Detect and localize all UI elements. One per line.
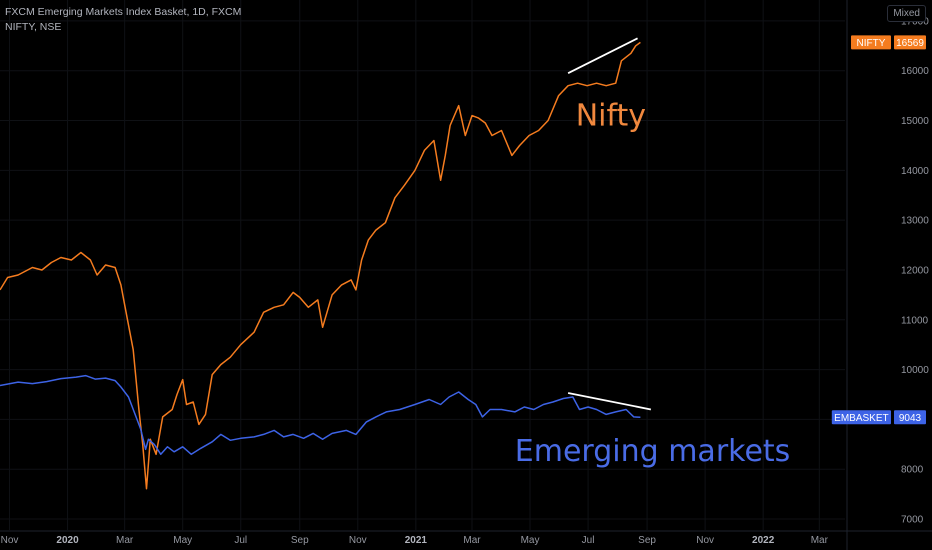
series-layer <box>0 41 641 490</box>
x-tick-label: Mar <box>116 535 134 546</box>
price-tag-value: 16569 <box>896 38 924 49</box>
emerging-markets-annotation[interactable]: Emerging markets <box>515 434 791 469</box>
y-tick-label: 13000 <box>901 216 929 227</box>
price-tag-name: NIFTY <box>857 38 886 49</box>
trendline-layer <box>567 37 652 411</box>
price-tag-embasket: EMBASKET 9043 <box>831 410 926 425</box>
series-line-embasket <box>0 374 641 456</box>
x-tick-label: Mar <box>463 535 481 546</box>
price-tag-name-bg <box>831 410 891 425</box>
x-tick-label: Sep <box>291 535 309 546</box>
chart-title: FXCM Emerging Markets Index Basket, 1D, … <box>5 6 242 18</box>
series-line-nifty <box>0 41 641 490</box>
x-tick-label: Nov <box>696 535 714 546</box>
y-tick-label: 14000 <box>901 166 929 177</box>
embasket-trendline[interactable] <box>567 392 652 411</box>
price-tag-name-bg <box>851 35 891 50</box>
x-tick-label: May <box>173 535 192 546</box>
y-tick-label: 12000 <box>901 265 929 276</box>
chart-subtitle: NIFTY, NSE <box>5 21 62 33</box>
y-tick-label: 8000 <box>901 465 924 476</box>
x-tick-label: Nov <box>349 535 367 546</box>
x-tick-label: Sep <box>638 535 656 546</box>
price-tag-value-bg <box>894 410 926 425</box>
y-tick-label: 7000 <box>901 515 924 526</box>
x-tick-label: 2020 <box>56 535 79 546</box>
x-tick-label: Nov <box>1 535 19 546</box>
x-tick-label: May <box>521 535 540 546</box>
x-tick-label: Jul <box>234 535 247 546</box>
x-tick-label: 2021 <box>405 535 428 546</box>
price-tag-name: EMBASKET <box>834 413 888 424</box>
y-tick-label: 10000 <box>901 365 929 376</box>
time-axis[interactable]: Nov 2020 Mar May Jul Sep Nov 2021 Mar May Jul Sep No… <box>0 530 932 546</box>
price-tag-nifty: NIFTY 16569 <box>851 35 926 50</box>
price-tag-value-bg <box>894 35 926 50</box>
grid <box>0 0 845 530</box>
nifty-trendline[interactable] <box>567 37 638 75</box>
x-tick-label: Jul <box>582 535 595 546</box>
x-tick-label: 2022 <box>752 535 775 546</box>
y-tick-label: 15000 <box>901 116 929 127</box>
price-axis[interactable]: 7000800090001000011000120001300014000150… <box>846 0 929 550</box>
y-tick-label: 11000 <box>901 315 929 326</box>
nifty-annotation[interactable]: Nifty <box>576 99 646 134</box>
x-tick-label: Mar <box>811 535 829 546</box>
annotation-layer: Nifty Emerging markets <box>515 99 791 469</box>
y-tick-label: 16000 <box>901 66 929 77</box>
scale-mode-button[interactable]: Mixed <box>887 5 926 22</box>
price-tag-value: 9043 <box>899 413 922 424</box>
price-tags: NIFTY 16569 EMBASKET 9043 <box>831 35 926 425</box>
